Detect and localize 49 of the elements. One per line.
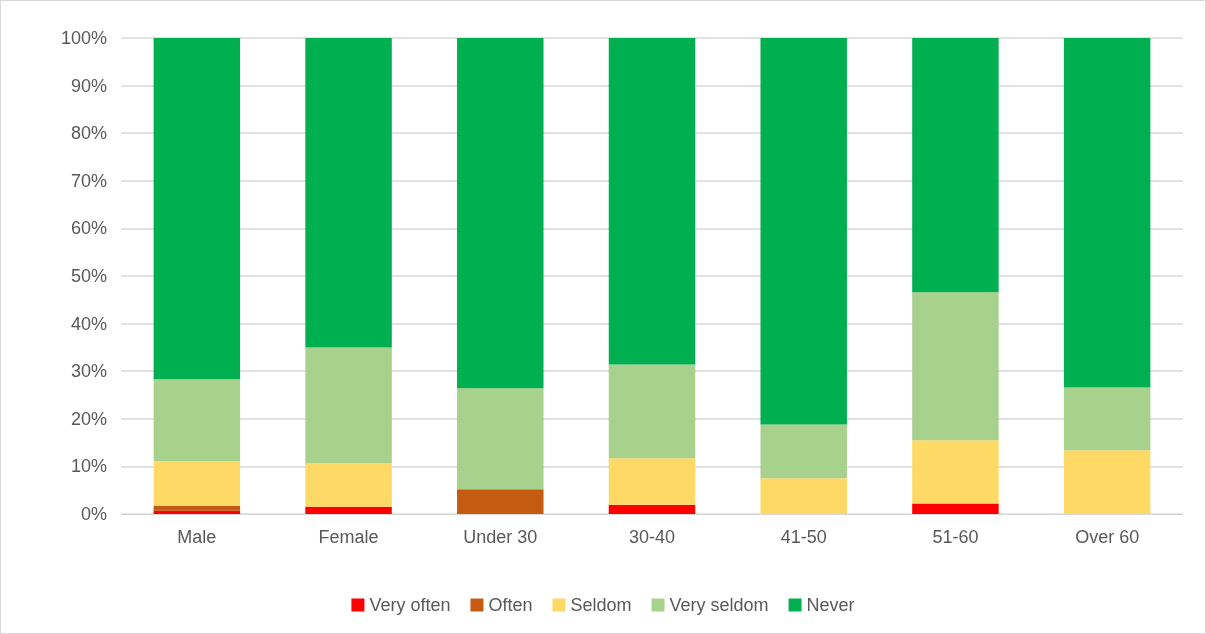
bar xyxy=(608,504,696,514)
y-tick-label: 50% xyxy=(70,266,107,286)
y-tick-label: 10% xyxy=(70,456,107,477)
x-tick-label: Male xyxy=(177,527,217,547)
bar xyxy=(760,38,847,425)
bar xyxy=(1063,387,1151,451)
y-tick-label: 0% xyxy=(80,504,107,524)
bar xyxy=(305,506,392,514)
y-tick-label: 30% xyxy=(70,361,107,382)
x-tick-label: Over 60 xyxy=(1075,527,1140,547)
legend-label: Very seldom xyxy=(669,595,769,615)
bar xyxy=(153,461,241,506)
bar xyxy=(608,38,696,365)
bar xyxy=(305,347,392,464)
y-tick-label: 100% xyxy=(60,28,107,48)
bar xyxy=(457,489,544,514)
bar xyxy=(153,510,241,514)
x-tick-label: Under 30 xyxy=(463,527,538,547)
bar xyxy=(912,440,999,504)
x-tick-label: 30-40 xyxy=(628,527,676,547)
y-tick-label: 90% xyxy=(70,75,107,96)
y-tick-label: 20% xyxy=(70,408,107,429)
x-tick-label: Female xyxy=(318,527,379,547)
bar xyxy=(305,463,392,507)
y-tick-label: 80% xyxy=(70,123,107,144)
bar xyxy=(153,38,241,380)
legend-label: Often xyxy=(488,595,533,615)
legend-label: Very often xyxy=(369,595,451,615)
bar xyxy=(760,478,847,514)
bar xyxy=(912,292,999,441)
bar xyxy=(305,38,392,348)
bar xyxy=(1063,450,1151,514)
y-tick-label: 60% xyxy=(70,218,107,239)
legend-label: Never xyxy=(806,595,855,615)
y-tick-label: 70% xyxy=(70,170,107,191)
bar xyxy=(912,38,999,293)
bar xyxy=(608,458,696,505)
bar xyxy=(153,379,241,462)
bar xyxy=(457,38,544,389)
y-tick-label: 40% xyxy=(70,313,107,334)
bar xyxy=(608,364,696,459)
x-tick-label: 41-50 xyxy=(780,527,827,547)
bar xyxy=(1063,38,1151,388)
bar xyxy=(912,503,999,514)
bar xyxy=(760,424,847,479)
legend-label: Seldom xyxy=(570,595,632,615)
bar xyxy=(153,505,241,511)
x-tick-label: 51-60 xyxy=(932,527,979,547)
bar xyxy=(457,388,544,490)
